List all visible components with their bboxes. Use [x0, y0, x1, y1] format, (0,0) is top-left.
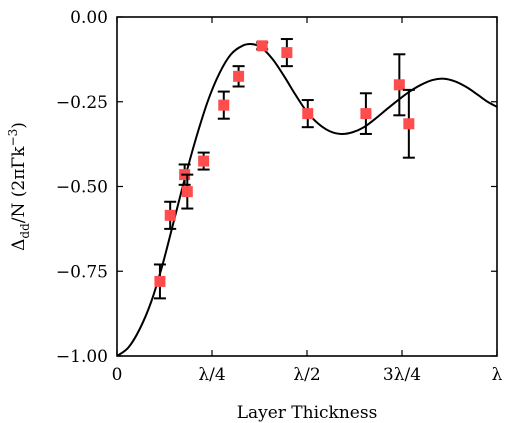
y-tick-label: −0.75 — [56, 262, 108, 282]
x-axis-label: Layer Thickness — [237, 403, 378, 423]
y-label-sup: −3 — [6, 129, 20, 147]
axes-frame — [116, 16, 498, 357]
y-label-close: ) — [9, 122, 29, 129]
data-point — [280, 38, 293, 68]
y-tick-label: −0.25 — [56, 93, 108, 113]
x-tick-label: 0 — [112, 365, 123, 385]
data-marker — [360, 108, 372, 120]
y-tick-label: −1.00 — [56, 347, 108, 367]
x-tick-label: λ — [492, 365, 503, 385]
data-point — [301, 99, 314, 129]
data-point — [256, 40, 269, 52]
theory-curve — [117, 43, 497, 356]
data-marker — [393, 79, 405, 91]
data-marker — [198, 155, 210, 167]
data-marker — [302, 108, 314, 120]
y-label-sub: dd — [18, 223, 32, 239]
data-marker — [181, 186, 193, 198]
data-point — [217, 90, 230, 120]
data-point — [164, 200, 177, 230]
x-tick-label: 3λ/4 — [383, 365, 421, 385]
data-marker — [403, 118, 415, 130]
data-point — [197, 151, 210, 171]
data-point — [393, 53, 406, 117]
data-marker — [233, 70, 245, 82]
data-marker — [154, 275, 166, 287]
data-marker — [281, 47, 293, 59]
data-marker — [164, 209, 176, 221]
y-label-rest: /N (2πΓk — [9, 146, 29, 223]
data-point — [181, 173, 194, 210]
y-axis-label: Δdd/N (2πΓk−3) — [6, 122, 32, 251]
data-marker — [218, 99, 230, 111]
y-tick-label: −0.50 — [56, 178, 108, 198]
axis-ticks: 0 λ/4 λ/2 3λ/4 λ 0.00 −0.25 −0.50 −0.75 −1.00 — [56, 8, 503, 385]
data-point — [232, 65, 245, 88]
data-point — [402, 88, 415, 159]
y-label-main: Δ — [9, 239, 29, 251]
plot-area — [117, 38, 497, 356]
x-tick-label: λ/4 — [198, 365, 225, 385]
x-tick-label: λ/2 — [293, 365, 320, 385]
data-marker — [256, 40, 268, 52]
y-tick-label: 0.00 — [70, 8, 108, 28]
data-point — [359, 92, 372, 135]
data-point — [153, 263, 166, 300]
